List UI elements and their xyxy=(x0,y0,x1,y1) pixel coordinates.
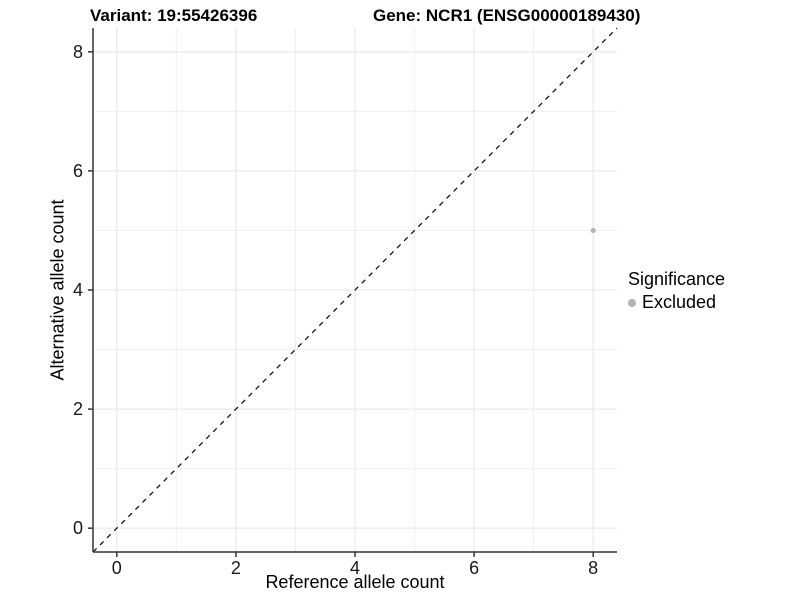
y-tick-label: 0 xyxy=(73,518,83,538)
y-tick-label: 8 xyxy=(73,42,83,62)
y-axis-title: Alternative allele count xyxy=(47,199,68,381)
x-tick-label: 0 xyxy=(112,558,122,578)
identity-dashed-line xyxy=(92,27,618,553)
x-tick-label: 4 xyxy=(350,558,360,578)
excluded-point-icon xyxy=(628,298,636,307)
legend-title: Significance xyxy=(628,269,726,289)
significance-legend: Significance Excluded xyxy=(628,269,725,313)
legend-item-label: Excluded xyxy=(642,292,717,312)
y-tick-label: 2 xyxy=(73,399,83,419)
x-tick-label: 6 xyxy=(469,558,479,578)
data-point xyxy=(590,227,596,234)
y-tick-label: 4 xyxy=(73,280,83,300)
y-tick-label: 6 xyxy=(73,161,83,181)
x-axis-title: Reference allele count xyxy=(265,572,445,592)
x-tick-label: 8 xyxy=(588,558,598,578)
x-tick-label: 2 xyxy=(231,558,241,578)
legend-item-excluded: Excluded xyxy=(628,292,725,313)
gene-title: Gene: NCR1 (ENSG00000189430) xyxy=(373,6,641,25)
variant-title: Variant: 19:55426396 xyxy=(90,6,258,25)
